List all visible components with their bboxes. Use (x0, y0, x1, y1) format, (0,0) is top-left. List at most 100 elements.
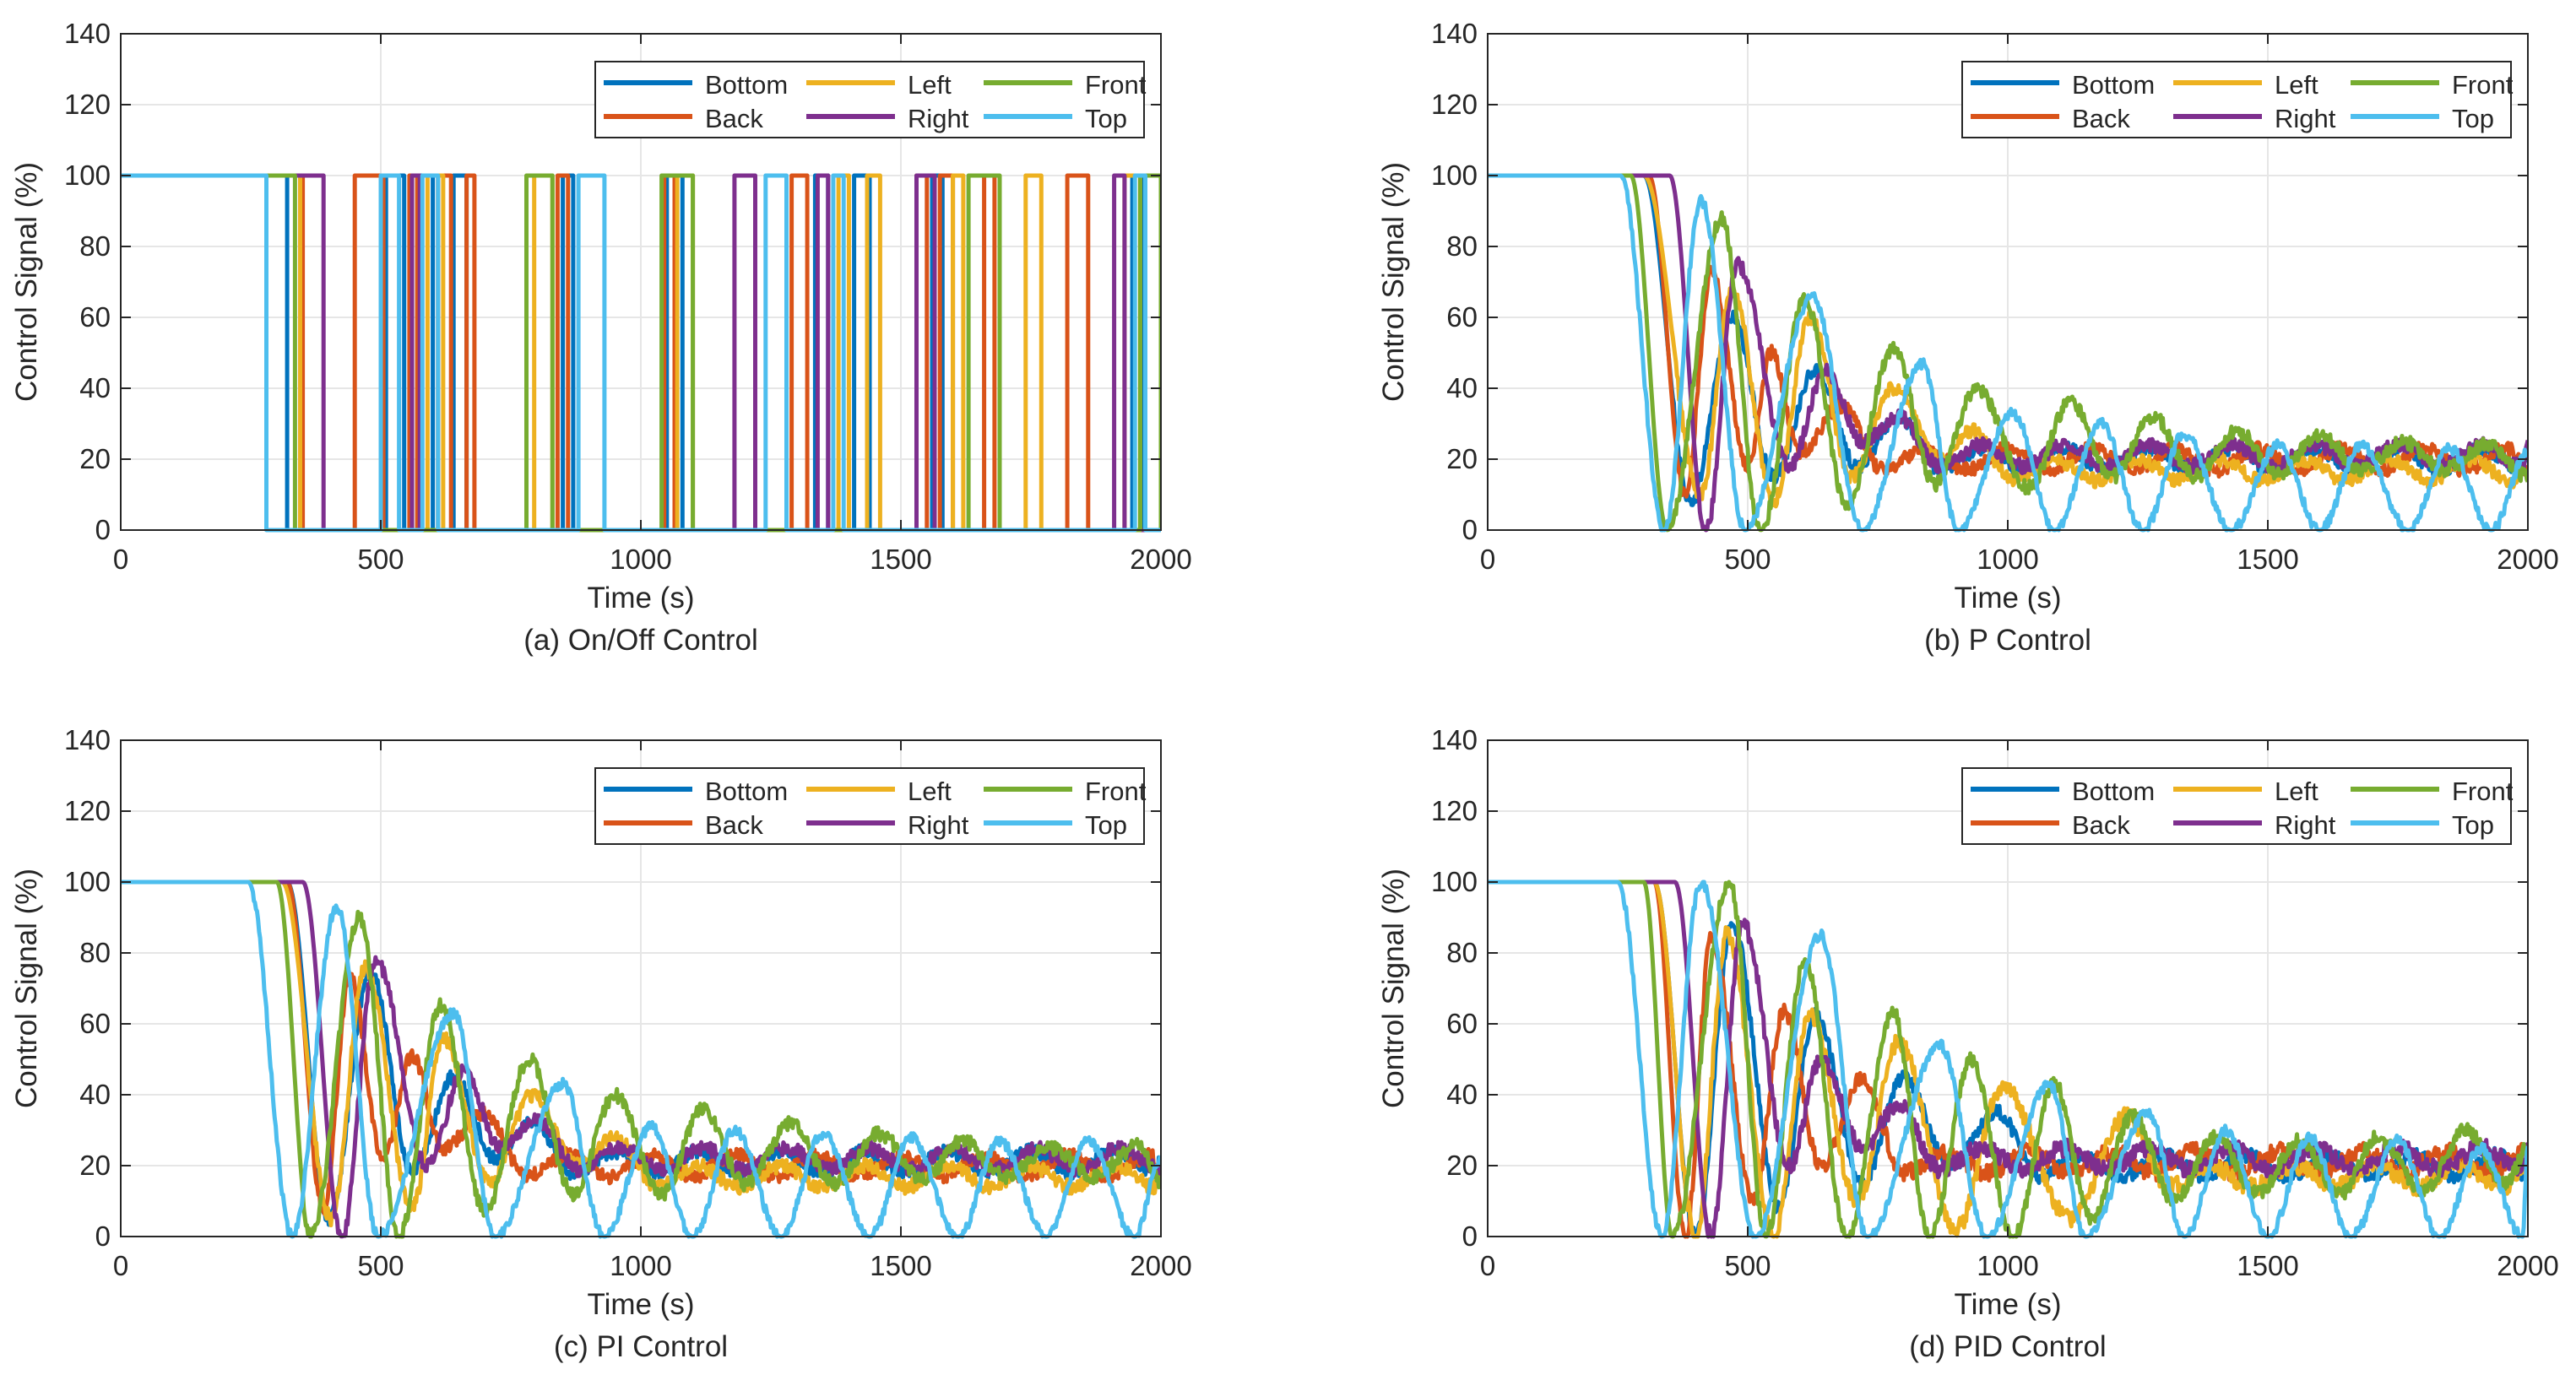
y-tick-label: 40 (79, 1079, 111, 1110)
legend: Bottom Left Front Back Right Top (1961, 61, 2514, 138)
y-tick-label: 0 (95, 1221, 111, 1252)
panel-caption: (a) On/Off Control (523, 624, 758, 657)
legend-label-left: Left (2275, 777, 2318, 806)
y-axis-label: Control Signal (%) (1377, 162, 1410, 402)
y-tick-label: 20 (1446, 1150, 1478, 1181)
y-tick-label: 20 (79, 443, 111, 474)
series-line-left (121, 173, 1161, 533)
legend-label-back: Back (705, 104, 763, 133)
legend-box (1961, 61, 2512, 138)
y-tick-label: 100 (64, 866, 111, 897)
y-tick-label: 100 (1431, 866, 1478, 897)
legend-label-left: Left (908, 777, 952, 806)
y-axis-label: Control Signal (%) (10, 869, 43, 1108)
x-axis-label: Time (s) (1954, 582, 2061, 614)
y-axis-label: Control Signal (%) (10, 162, 43, 402)
x-tick-label: 2000 (2497, 544, 2558, 575)
legend-label-back: Back (2072, 810, 2130, 840)
y-tick-label: 140 (1431, 724, 1478, 755)
legend: Bottom Left Front Back Right Top (594, 61, 1147, 138)
legend-label-right: Right (908, 810, 969, 840)
y-tick-label: 60 (79, 1008, 111, 1039)
x-tick-label: 500 (357, 544, 404, 575)
y-tick-label: 140 (64, 724, 111, 755)
legend-label-bottom: Bottom (705, 777, 788, 806)
legend-label-front: Front (2452, 777, 2514, 806)
legend-label-right: Right (2275, 810, 2336, 840)
y-tick-label: 80 (79, 230, 111, 262)
x-tick-label: 0 (1480, 544, 1495, 575)
x-tick-label: 2000 (2497, 1250, 2558, 1281)
legend-label-top: Top (2452, 104, 2494, 133)
legend-box (1961, 767, 2512, 845)
y-tick-label: 80 (1446, 230, 1478, 262)
legend-box (594, 767, 1145, 845)
legend: Bottom Left Front Back Right Top (1961, 767, 2514, 845)
y-tick-label: 40 (1446, 372, 1478, 403)
legend-box (594, 61, 1145, 138)
x-tick-label: 2000 (1130, 1250, 1191, 1281)
y-tick-label: 120 (1431, 89, 1478, 120)
panel-caption: (d) PID Control (1909, 1330, 2106, 1363)
series-line-left (121, 880, 1161, 1228)
panel-caption: (c) PI Control (554, 1330, 728, 1363)
y-tick-label: 0 (1462, 514, 1478, 545)
chart-panel: 0 500 1000 1500 2000 0 20 40 60 80 100 120 140 Time (… (1377, 18, 2559, 657)
legend-label-front: Front (1085, 70, 1147, 100)
x-tick-label: 1000 (610, 1250, 671, 1281)
series-line-back (121, 173, 1161, 533)
y-tick-label: 80 (79, 937, 111, 968)
x-tick-label: 0 (113, 1250, 128, 1281)
x-tick-label: 1500 (870, 1250, 931, 1281)
y-tick-label: 0 (95, 514, 111, 545)
series-line-right (121, 173, 1161, 533)
y-tick-label: 140 (64, 18, 111, 49)
legend-label-left: Left (2275, 70, 2318, 100)
y-tick-label: 60 (1446, 1008, 1478, 1039)
legend-label-bottom: Bottom (705, 70, 788, 100)
y-tick-label: 100 (64, 160, 111, 191)
legend-label-top: Top (1085, 104, 1127, 133)
legend-label-back: Back (705, 810, 763, 840)
y-tick-label: 140 (1431, 18, 1478, 49)
legend-label-bottom: Bottom (2072, 70, 2155, 100)
legend: Bottom Left Front Back Right Top (594, 767, 1147, 845)
x-tick-label: 500 (1724, 1250, 1771, 1281)
y-tick-label: 80 (1446, 937, 1478, 968)
legend-label-top: Top (1085, 810, 1127, 840)
series-line-front (1488, 880, 2528, 1239)
panel-caption: (b) P Control (1924, 624, 2091, 657)
y-tick-label: 120 (64, 89, 111, 120)
x-axis-label: Time (s) (1954, 1288, 2061, 1321)
y-tick-label: 20 (1446, 443, 1478, 474)
y-tick-label: 120 (64, 795, 111, 826)
y-tick-label: 20 (79, 1150, 111, 1181)
y-axis-label: Control Signal (%) (1377, 869, 1410, 1108)
legend-label-back: Back (2072, 104, 2130, 133)
x-tick-label: 1000 (1977, 544, 2038, 575)
x-tick-label: 0 (113, 544, 128, 575)
x-tick-label: 1500 (2237, 544, 2298, 575)
x-axis-label: Time (s) (587, 1288, 694, 1321)
y-tick-label: 0 (1462, 1221, 1478, 1252)
series-line-top (121, 880, 1161, 1239)
legend-label-right: Right (908, 104, 969, 133)
x-tick-label: 1500 (870, 544, 931, 575)
legend-label-bottom: Bottom (2072, 777, 2155, 806)
y-tick-label: 40 (1446, 1079, 1478, 1110)
series-line-front (1488, 173, 2528, 533)
y-tick-label: 120 (1431, 795, 1478, 826)
series-line-top (1488, 173, 2528, 533)
y-tick-label: 40 (79, 372, 111, 403)
legend-label-right: Right (2275, 104, 2336, 133)
x-tick-label: 500 (357, 1250, 404, 1281)
x-tick-label: 1500 (2237, 1250, 2298, 1281)
x-tick-label: 2000 (1130, 544, 1191, 575)
legend-label-left: Left (908, 70, 952, 100)
chart-panel: 0 500 1000 1500 2000 0 20 40 60 80 100 120 140 Time (… (10, 724, 1192, 1363)
chart-panel: 0 500 1000 1500 2000 0 20 40 60 80 100 120 140 Time (… (1377, 724, 2559, 1363)
x-tick-label: 0 (1480, 1250, 1495, 1281)
x-tick-label: 1000 (1977, 1250, 2038, 1281)
x-tick-label: 1000 (610, 544, 671, 575)
